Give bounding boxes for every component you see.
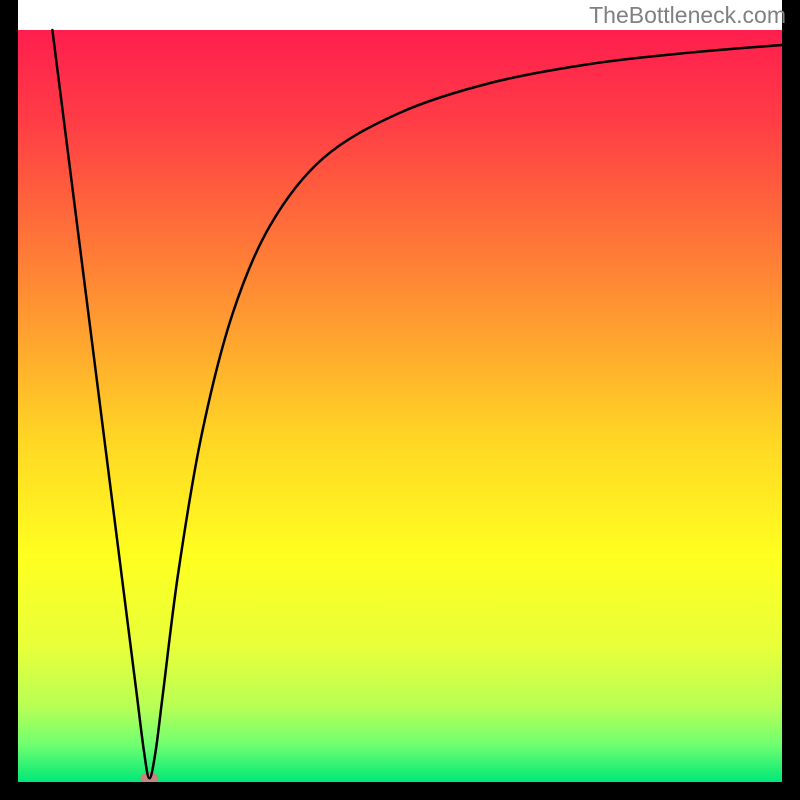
frame-right: [782, 0, 800, 800]
frame-bottom: [0, 782, 800, 800]
bottleneck-curve: [52, 30, 782, 778]
chart-svg: [0, 0, 800, 800]
frame-left: [0, 0, 18, 800]
chart-container: TheBottleneck.com: [0, 0, 800, 800]
watermark-text: TheBottleneck.com: [589, 2, 786, 29]
